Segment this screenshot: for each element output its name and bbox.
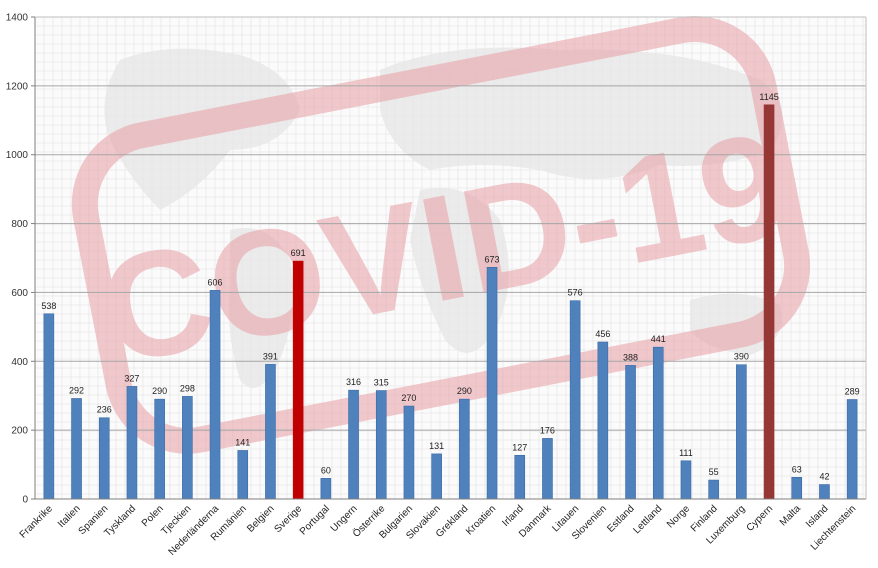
bar-0 <box>43 313 55 500</box>
bar-28 <box>819 484 830 500</box>
y-tick-label: 800 <box>11 219 28 230</box>
bar-27 <box>791 477 803 500</box>
bar-22 <box>652 346 664 500</box>
x-tick-label: Kroatien <box>464 503 498 537</box>
data-label: 538 <box>41 301 56 311</box>
data-label: 327 <box>124 373 139 383</box>
bar-9 <box>292 260 304 500</box>
data-label: 236 <box>97 405 112 415</box>
bar-20 <box>597 341 609 500</box>
bar-3 <box>126 386 138 500</box>
data-label: 63 <box>792 464 802 474</box>
bar-6 <box>209 290 221 500</box>
bar-13 <box>403 405 415 500</box>
data-label: 290 <box>152 386 167 396</box>
y-tick-label: 1000 <box>6 150 29 161</box>
x-tick-label: Frankrike <box>18 503 56 541</box>
data-label: 456 <box>595 329 610 339</box>
bar-26 <box>763 104 775 500</box>
data-label: 141 <box>235 437 250 447</box>
bar-29 <box>846 399 858 500</box>
x-tick-label: Irland <box>500 503 525 528</box>
bar-17 <box>514 454 526 500</box>
data-label: 42 <box>819 472 829 482</box>
bar-5 <box>182 396 193 500</box>
bar-24 <box>708 479 719 500</box>
data-label: 60 <box>321 465 331 475</box>
bar-21 <box>625 365 636 500</box>
axes <box>31 16 867 500</box>
y-axis-ticks: 0 200 400 600 800 1000 1200 1400 <box>6 13 29 506</box>
x-tick-label: Polen <box>140 503 166 529</box>
data-label: 388 <box>623 352 638 362</box>
y-tick-label: 200 <box>11 426 28 437</box>
y-tick-label: 0 <box>22 495 28 506</box>
y-tick-label: 1200 <box>6 81 29 92</box>
data-label: 55 <box>709 467 719 477</box>
bar-25 <box>736 364 747 500</box>
bar-8 <box>265 364 276 500</box>
y-tick-label: 400 <box>11 357 28 368</box>
x-tick-label: Cypern <box>745 503 776 534</box>
y-tick-label: 1400 <box>6 13 29 24</box>
data-label: 298 <box>180 383 195 393</box>
bar-1 <box>71 398 82 500</box>
data-label: 315 <box>374 378 389 388</box>
bar-16 <box>486 266 498 500</box>
data-label: 390 <box>734 352 749 362</box>
x-tick-label: Lettland <box>631 503 664 536</box>
data-label: 111 <box>679 448 693 458</box>
bar-23 <box>680 460 692 500</box>
data-label: 131 <box>429 441 444 451</box>
data-label: 441 <box>651 334 666 344</box>
data-label: 176 <box>540 425 555 435</box>
y-tick-label: 600 <box>11 288 28 299</box>
bar-4 <box>154 398 165 500</box>
bar-7 <box>237 450 249 500</box>
data-label: 289 <box>845 387 860 397</box>
x-tick-label: Malta <box>778 503 803 528</box>
x-tick-label: Belgien <box>245 503 276 534</box>
bar-14 <box>431 453 442 500</box>
data-label: 673 <box>485 254 500 264</box>
data-label: 292 <box>69 385 84 395</box>
data-label: 127 <box>512 442 527 452</box>
data-label: 1145 <box>759 92 778 102</box>
stamp-frame <box>71 15 811 454</box>
data-label: 691 <box>291 248 306 258</box>
bar-10 <box>320 478 332 500</box>
data-labels: 538 292 236 327 290 298 606 141 391 691 60 316 315 27… <box>41 92 859 482</box>
data-label: 290 <box>457 386 472 396</box>
data-label: 316 <box>346 377 361 387</box>
background-map <box>34 16 866 499</box>
bar-19 <box>569 300 581 500</box>
bar-12 <box>375 390 387 500</box>
bar-11 <box>348 389 359 500</box>
data-label: 391 <box>263 351 278 361</box>
data-label: 270 <box>401 393 416 403</box>
bar-18 <box>542 438 553 500</box>
data-label: 606 <box>208 277 223 287</box>
bar-15 <box>459 398 470 500</box>
x-tick-label: Portugal <box>298 503 332 537</box>
bar-2 <box>98 417 110 500</box>
data-label: 576 <box>568 288 583 298</box>
